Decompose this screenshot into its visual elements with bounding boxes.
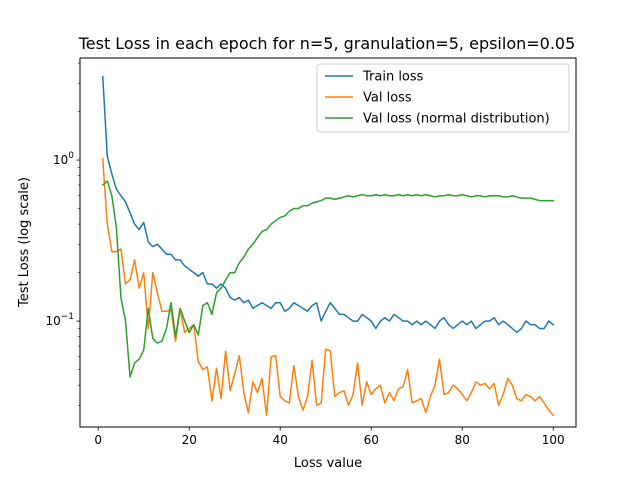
y-tick-exponent: −1 bbox=[61, 312, 74, 322]
plot-area bbox=[101, 75, 555, 417]
legend-box bbox=[316, 63, 570, 133]
x-axis-label: Loss value bbox=[294, 456, 362, 471]
y-tick-exponent: 0 bbox=[68, 151, 74, 161]
legend-label-2: Val loss bbox=[363, 91, 412, 106]
x-tick-label: 80 bbox=[455, 433, 470, 447]
x-tick-label: 60 bbox=[364, 433, 379, 447]
x-tick-label: 100 bbox=[542, 433, 565, 447]
chart-title: Test Loss in each epoch for n=5, granula… bbox=[78, 34, 576, 53]
legend: Train loss Val loss Val loss (normal distr… bbox=[316, 63, 570, 133]
y-tick-label: 100 bbox=[53, 151, 74, 167]
axes-frame bbox=[79, 57, 577, 428]
x-axis: 0 20 40 60 80 100 bbox=[94, 427, 565, 447]
y-tick-base: 10 bbox=[53, 153, 68, 167]
y-axis-label: Test Loss (log scale) bbox=[17, 177, 32, 308]
legend-label-3: Val loss (normal distribution) bbox=[363, 112, 550, 127]
y-tick-label: 10−1 bbox=[45, 312, 74, 328]
x-tick-label: 40 bbox=[273, 433, 288, 447]
legend-label-1: Train loss bbox=[362, 70, 424, 85]
series-line-3 bbox=[101, 180, 554, 378]
series-line-1 bbox=[101, 75, 555, 334]
x-tick-label: 0 bbox=[94, 433, 102, 447]
x-tick-label: 20 bbox=[182, 433, 197, 447]
y-tick-base: 10 bbox=[45, 314, 60, 328]
